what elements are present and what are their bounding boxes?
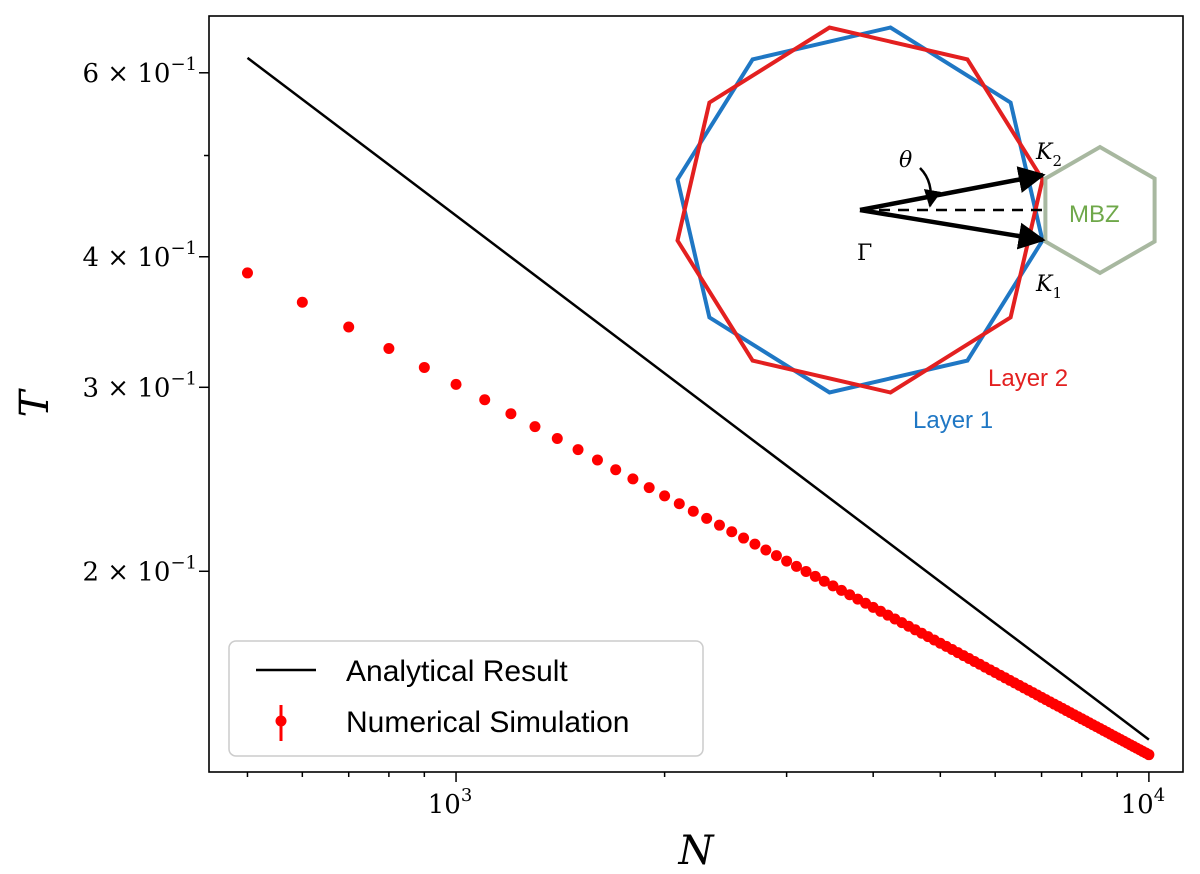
x-tick-label: 104	[1121, 785, 1166, 820]
y-tick-label: 4 × 10−1	[83, 238, 198, 273]
numerical-simulation-point	[418, 361, 430, 373]
numerical-simulation-point	[450, 378, 462, 390]
k1-arrow	[859, 207, 1046, 250]
numerical-simulation-point	[726, 526, 738, 538]
legend-numerical-label: Numerical Simulation	[346, 706, 629, 739]
numerical-simulation-point	[1143, 749, 1155, 761]
numerical-simulation-point	[835, 584, 847, 596]
y-tick-label: 3 × 10−1	[83, 368, 198, 403]
analytical-result-line	[246, 56, 1150, 741]
legend-box	[228, 640, 704, 757]
y-axis-title: T	[12, 387, 58, 417]
numerical-simulation-point	[790, 560, 802, 572]
k2-subscript: 2	[1052, 152, 1062, 170]
theta-arc-arrow	[919, 167, 942, 208]
k2-arrow	[859, 166, 1046, 213]
numerical-simulation-point	[800, 565, 812, 577]
x-tick-labels: 103 104	[428, 785, 1165, 820]
k1-subscript: 1	[1052, 284, 1062, 302]
y-tick-labels: 6 × 10−1 4 × 10−1 3 × 10−1 2 × 10−1	[83, 54, 198, 587]
inset-brillouin-diagram: θ Γ K2 K1 MBZ Layer 2 Layer 1	[675, 25, 1157, 434]
numerical-simulation-point	[383, 343, 395, 355]
x-axis-title: N	[678, 828, 716, 874]
numerical-simulation-point	[610, 464, 622, 476]
numerical-simulation-point	[572, 444, 584, 456]
numerical-simulation-point	[738, 532, 750, 544]
numerical-simulation-point	[827, 580, 839, 592]
y-tick-label: 2 × 10−1	[83, 552, 198, 587]
numerical-simulation-point	[770, 550, 782, 562]
numerical-simulation-point	[551, 433, 563, 445]
numerical-simulation-point	[479, 394, 491, 406]
numerical-simulation-point	[627, 473, 639, 485]
layer1-label: Layer 1	[913, 407, 993, 434]
numerical-simulation-point	[781, 555, 793, 567]
legend: Analytical Result Numerical Simulation	[228, 640, 704, 757]
numerical-simulation-point	[296, 296, 308, 308]
axis-ticks	[199, 72, 1150, 782]
y-tick-label: 6 × 10−1	[83, 54, 198, 89]
numerical-simulation-point	[701, 512, 713, 524]
numerical-simulation-point	[241, 267, 253, 279]
numerical-simulation-point	[591, 454, 603, 466]
numerical-simulation-point	[505, 408, 517, 420]
numerical-simulation-point	[529, 421, 541, 433]
gamma-label: Γ	[857, 241, 872, 266]
numerical-simulation-point	[844, 589, 856, 601]
numerical-simulation-point	[760, 544, 772, 556]
numerical-simulation-point	[687, 505, 699, 517]
numerical-simulation-point	[659, 490, 671, 502]
legend-numerical-marker-swatch	[275, 715, 287, 727]
theta-label: θ	[899, 148, 912, 173]
layer2-octagon	[675, 25, 1045, 395]
numerical-simulation-point	[343, 321, 355, 333]
layer2-label: Layer 2	[988, 365, 1068, 392]
plot-frame	[208, 15, 1184, 773]
k2-label: K2	[1035, 140, 1062, 170]
numerical-simulation-point	[643, 482, 655, 494]
legend-analytical-label: Analytical Result	[346, 655, 568, 688]
numerical-simulation-point	[673, 498, 685, 510]
numerical-simulation-point	[749, 538, 761, 550]
mbz-label: MBZ	[1069, 201, 1120, 228]
numerical-simulation-point	[713, 519, 725, 531]
k1-label: K1	[1035, 272, 1062, 302]
numerical-simulation-point	[818, 575, 830, 587]
numerical-simulation-point	[809, 570, 821, 582]
plot-marks	[241, 56, 1155, 761]
x-tick-label: 103	[428, 785, 473, 820]
